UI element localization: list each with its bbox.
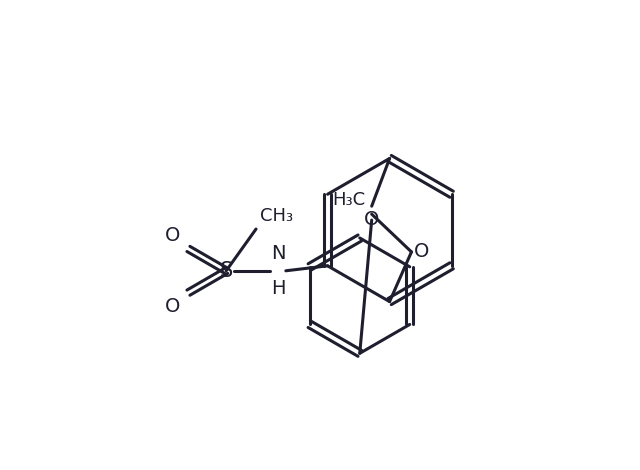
Text: H₃C: H₃C (333, 191, 365, 209)
Text: N: N (271, 244, 285, 263)
Text: O: O (165, 226, 180, 245)
Text: O: O (413, 243, 429, 261)
Text: O: O (364, 210, 380, 229)
Text: O: O (165, 297, 180, 316)
Text: H: H (271, 279, 285, 298)
Text: S: S (220, 261, 233, 281)
Text: CH₃: CH₃ (260, 207, 293, 225)
